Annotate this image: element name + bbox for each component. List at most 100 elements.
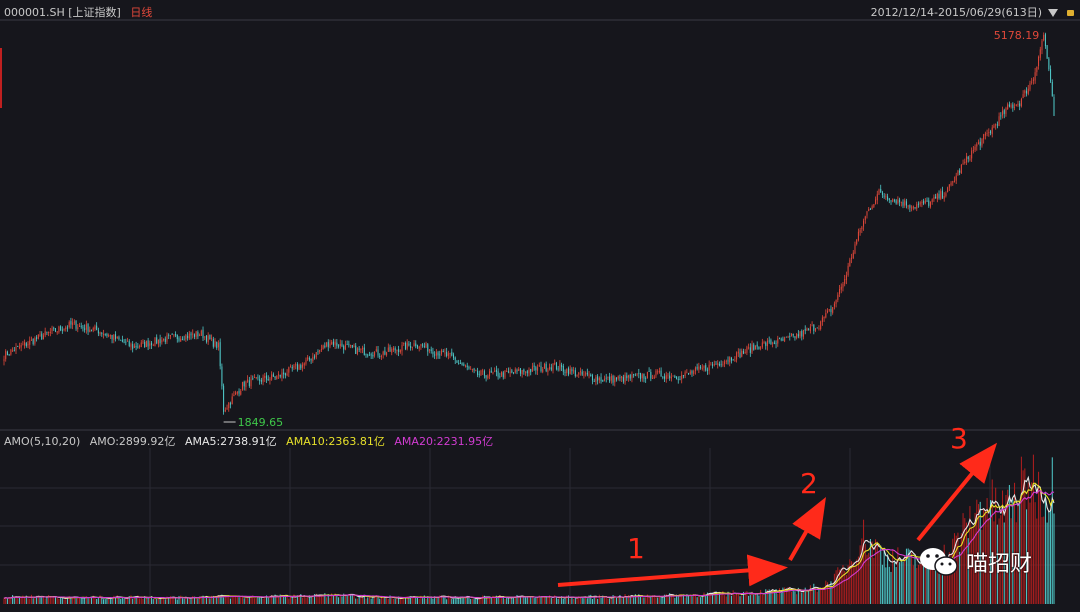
chart-header: 000001.SH [上证指数] 日线 2012/12/14-2015/06/2… bbox=[0, 0, 1080, 20]
volume-bar bbox=[977, 504, 980, 604]
volume-bar bbox=[502, 596, 504, 604]
volume-bar bbox=[972, 528, 974, 604]
volume-bar bbox=[387, 599, 389, 604]
candle bbox=[554, 359, 556, 366]
candle bbox=[899, 197, 901, 207]
candle bbox=[868, 207, 870, 212]
volume-bar bbox=[923, 552, 925, 604]
candle bbox=[1046, 45, 1048, 59]
candle bbox=[22, 341, 24, 346]
volume-bar bbox=[825, 580, 827, 604]
volume-bar bbox=[152, 599, 154, 604]
volume-bar bbox=[1010, 518, 1012, 604]
volume-bar bbox=[430, 597, 432, 604]
candle bbox=[962, 159, 964, 165]
volume-bar bbox=[188, 597, 190, 604]
volume-bar bbox=[389, 595, 391, 604]
candle bbox=[1010, 103, 1012, 109]
candle bbox=[893, 198, 895, 203]
volume-bar bbox=[775, 589, 777, 604]
volume-bar bbox=[859, 545, 861, 604]
high-label: 5178.19 bbox=[994, 29, 1039, 42]
indicator-legend: AMO(5,10,20) AMO:2899.92亿 AMA5:2738.91亿 … bbox=[4, 433, 499, 449]
volume-bar bbox=[17, 598, 19, 604]
volume-bar bbox=[959, 551, 961, 604]
candle bbox=[250, 374, 252, 390]
volume-bar bbox=[84, 598, 86, 604]
candle bbox=[418, 345, 420, 352]
arrow-3-label: 3 bbox=[950, 422, 968, 455]
candle bbox=[773, 340, 775, 345]
timeframe-label[interactable]: 日线 bbox=[130, 6, 153, 19]
volume-bar bbox=[1038, 471, 1040, 604]
candle bbox=[698, 362, 700, 374]
volume-bar bbox=[454, 595, 456, 604]
candle bbox=[137, 343, 139, 349]
candle bbox=[875, 196, 877, 205]
candle bbox=[238, 388, 240, 397]
candle bbox=[61, 326, 63, 334]
candle bbox=[113, 334, 115, 344]
volume-bar bbox=[46, 596, 48, 604]
date-range-control[interactable]: 2012/12/14-2015/06/29(613日) bbox=[871, 4, 1074, 20]
volume-bar bbox=[317, 596, 319, 604]
candle bbox=[820, 320, 822, 331]
volume-bar bbox=[895, 567, 897, 604]
candle bbox=[940, 188, 942, 201]
candle bbox=[185, 333, 187, 342]
volume-bar bbox=[676, 594, 678, 604]
volume-bar bbox=[253, 598, 256, 604]
volume-bar bbox=[591, 598, 593, 604]
volume-bar bbox=[135, 596, 137, 604]
candle bbox=[389, 344, 391, 352]
volume-bar bbox=[996, 524, 998, 604]
candle bbox=[410, 341, 412, 351]
candle bbox=[411, 346, 413, 351]
lock-icon[interactable] bbox=[1067, 10, 1074, 16]
candle bbox=[727, 356, 729, 365]
candle bbox=[1014, 103, 1016, 111]
volume-bar bbox=[68, 595, 70, 604]
candle bbox=[379, 353, 381, 359]
candle bbox=[1043, 32, 1045, 42]
volume-bar bbox=[310, 596, 312, 604]
candle bbox=[492, 371, 494, 375]
volume-bar bbox=[602, 595, 604, 604]
candle bbox=[1003, 108, 1005, 119]
volume-bar bbox=[540, 596, 542, 604]
candle bbox=[801, 329, 803, 341]
candle bbox=[981, 138, 983, 148]
candle bbox=[387, 343, 389, 353]
candle bbox=[990, 129, 992, 136]
candle bbox=[12, 347, 14, 352]
candle bbox=[670, 373, 672, 382]
volume-bar bbox=[688, 595, 690, 604]
volume-bar bbox=[924, 554, 926, 604]
candle bbox=[593, 378, 595, 382]
candle bbox=[645, 376, 647, 383]
volume-bar bbox=[437, 596, 439, 604]
candle bbox=[760, 346, 762, 351]
candle bbox=[111, 334, 113, 344]
volume-bar bbox=[777, 593, 779, 604]
candle bbox=[789, 332, 791, 341]
candle bbox=[525, 371, 527, 376]
candle bbox=[187, 332, 189, 341]
volume-bar bbox=[610, 597, 612, 604]
candle bbox=[470, 366, 472, 370]
candle bbox=[753, 342, 755, 351]
volume-bar bbox=[708, 593, 710, 604]
candle bbox=[509, 367, 511, 377]
volume-bar bbox=[356, 598, 358, 604]
volume-bar bbox=[948, 552, 950, 604]
candle bbox=[115, 331, 117, 342]
candle bbox=[102, 329, 105, 339]
candle bbox=[461, 362, 463, 366]
candle bbox=[89, 326, 91, 333]
candle bbox=[468, 365, 470, 370]
volume-bar bbox=[773, 592, 775, 604]
indicator-title[interactable]: AMO(5,10,20) bbox=[4, 435, 81, 448]
volume-bar bbox=[365, 598, 367, 604]
candle bbox=[200, 329, 202, 336]
dropdown-triangle-icon[interactable] bbox=[1047, 9, 1058, 17]
